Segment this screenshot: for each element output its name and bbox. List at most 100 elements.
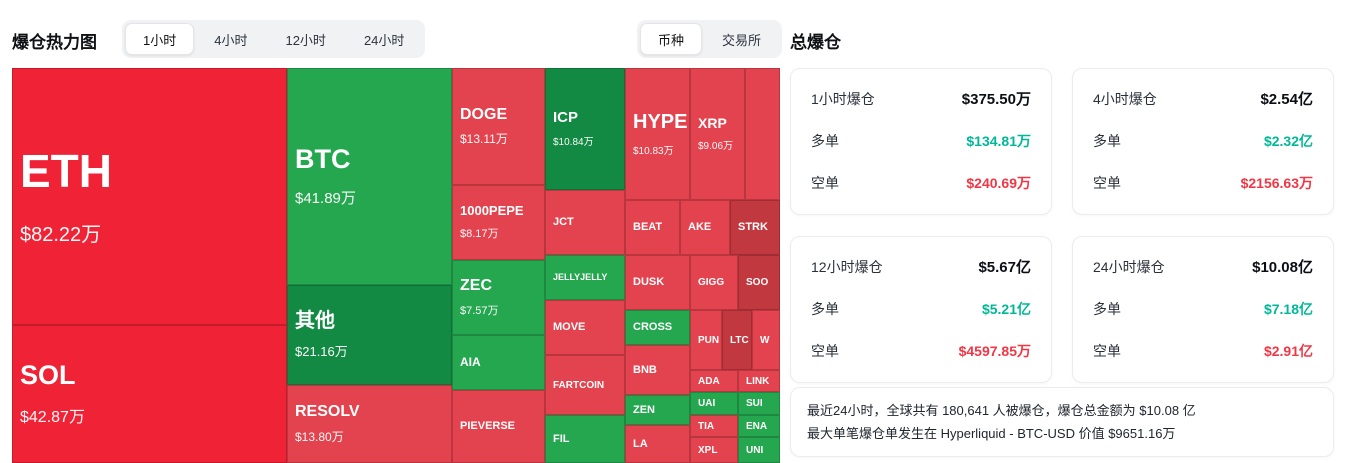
long-value: $2.32亿: [1263, 133, 1313, 149]
treemap-cell-PIEVERSE[interactable]: PIEVERSE: [452, 390, 545, 463]
view-tab-exchange[interactable]: 交易所: [704, 23, 779, 55]
treemap-cell-1000PEPE[interactable]: 1000PEPE $8.17万: [452, 185, 545, 260]
treemap-cell-ZEC[interactable]: ZEC $7.57万: [452, 260, 545, 335]
treemap-cell-SOL[interactable]: SOL $42.87万: [12, 325, 287, 463]
cell-symbol: AIA: [460, 354, 481, 369]
treemap-cell-ICP[interactable]: ICP $10.84万: [545, 68, 625, 190]
cell-symbol: XPL: [698, 444, 718, 456]
cell-symbol: DUSK: [633, 276, 665, 289]
cell-value: $21.16万: [295, 344, 348, 359]
cell-symbol: ZEC: [460, 277, 492, 295]
treemap-cell-HYPE[interactable]: HYPE $10.83万: [625, 68, 690, 200]
cell-symbol: UNI: [746, 444, 764, 456]
treemap-cell-BNB[interactable]: BNB: [625, 345, 690, 395]
stat-card-total: $10.08亿: [1252, 259, 1313, 276]
treemap-cell-FIL[interactable]: FIL: [545, 415, 625, 463]
treemap-cell-ENA[interactable]: ENA: [738, 415, 780, 437]
summary-line-2: 最大单笔爆仓单发生在 Hyperliquid - BTC-USD 价值 $965…: [807, 425, 1176, 441]
treemap-cell-SOO[interactable]: SOO: [738, 255, 780, 310]
treemap-cell-LTC[interactable]: LTC: [722, 310, 752, 370]
cell-symbol: ADA: [698, 375, 720, 387]
treemap-cell-TIA[interactable]: TIA: [690, 415, 738, 437]
cell-symbol: JELLYJELLY: [553, 271, 608, 282]
treemap-cell-UAI[interactable]: UAI: [690, 392, 738, 415]
cell-symbol: TIA: [698, 420, 715, 432]
treemap-cell-AIA[interactable]: AIA: [452, 335, 545, 390]
cell-symbol: BNB: [633, 363, 657, 376]
treemap-cell-W[interactable]: W: [752, 310, 780, 370]
cell-symbol: LA: [633, 437, 648, 450]
cell-symbol: GIGG: [698, 277, 725, 288]
summary-line-1: 最近24小时，全球共有 180,641 人被爆仓，爆仓总金额为 $10.08 亿: [807, 403, 1196, 418]
treemap-cell-STRK[interactable]: STRK: [730, 200, 780, 255]
treemap-cell-PUN[interactable]: PUN: [690, 310, 722, 370]
stat-card-total: $2.54亿: [1260, 91, 1313, 108]
treemap-cell-其他[interactable]: 其他 $21.16万: [287, 285, 452, 385]
cell-symbol: AKE: [688, 221, 712, 234]
cell-symbol: STRK: [738, 221, 768, 234]
stat-card-4h: 4小时爆仓 $2.54亿 多单 $2.32亿 空单 $2156.63万: [1072, 68, 1334, 215]
long-label: 多单: [811, 301, 839, 317]
treemap-cell-BTC[interactable]: BTC $41.89万: [287, 68, 452, 285]
cell-symbol: MOVE: [553, 321, 586, 334]
treemap-cell-MOVE[interactable]: MOVE: [545, 300, 625, 355]
treemap-cell-DOGE[interactable]: DOGE $13.11万: [452, 68, 545, 185]
treemap-cell-BEAT[interactable]: BEAT: [625, 200, 680, 255]
stat-card-title: 4小时爆仓: [1093, 90, 1157, 107]
cell-symbol: LTC: [730, 334, 749, 346]
cell-value: $82.22万: [20, 223, 102, 246]
treemap-cell-ZEN[interactable]: ZEN: [625, 395, 690, 425]
treemap-cell-JCT[interactable]: JCT: [545, 190, 625, 255]
short-value: $2.91亿: [1263, 343, 1313, 359]
treemap-cell-JELLYJELLY[interactable]: JELLYJELLY: [545, 255, 625, 300]
long-label: 多单: [1093, 133, 1121, 149]
cell-value: $8.17万: [460, 227, 499, 240]
cell-symbol: FARTCOIN: [553, 379, 605, 391]
short-label: 空单: [811, 175, 839, 191]
cell-value: $10.84万: [553, 137, 594, 149]
treemap-cell-CROSS[interactable]: CROSS: [625, 310, 690, 345]
treemap-cell-DUSK[interactable]: DUSK: [625, 255, 690, 310]
short-value: $4597.85万: [958, 343, 1031, 359]
cell-symbol: SOL: [20, 360, 76, 391]
treemap-cell-LINK[interactable]: LINK: [738, 370, 780, 392]
treemap-cell-XRP[interactable]: XRP $9.06万: [690, 68, 745, 200]
stat-card-12h: 12小时爆仓 $5.67亿 多单 $5.21亿 空单 $4597.85万: [790, 236, 1052, 383]
treemap-cell-ETH[interactable]: ETH $82.22万: [12, 68, 287, 325]
stat-card-total: $5.67亿: [978, 259, 1031, 276]
cell-symbol: CROSS: [633, 321, 673, 334]
stat-card-grid: 1小时爆仓 $375.50万 多单 $134.81万 空单 $240.69万 4小时爆仓 $2…: [790, 68, 1334, 383]
cell-symbol: ZEN: [633, 403, 655, 416]
time-filter-1h[interactable]: 1小时: [125, 23, 195, 55]
liquidation-treemap: ETH $82.22万 SOL $42.87万 BTC $41.89万 其他 $21.16万 R…: [12, 68, 780, 463]
time-filter-4h[interactable]: 4小时: [196, 23, 265, 55]
treemap-cell-FARTCOIN[interactable]: FARTCOIN: [545, 355, 625, 415]
cell-symbol: SOO: [746, 277, 769, 288]
cell-symbol: UAI: [698, 398, 716, 409]
treemap-cell-GIGG[interactable]: GIGG: [690, 255, 738, 310]
treemap-cell-RESOLV[interactable]: RESOLV $13.80万: [287, 385, 452, 463]
cell-value: $41.89万: [295, 189, 356, 207]
long-value: $5.21亿: [981, 301, 1031, 317]
summary-card: 最近24小时，全球共有 180,641 人被爆仓，爆仓总金额为 $10.08 亿…: [790, 387, 1334, 457]
cell-symbol: LINK: [746, 375, 770, 387]
cell-symbol: 1000PEPE: [460, 203, 524, 219]
treemap-cell-XPL[interactable]: XPL: [690, 437, 738, 463]
view-tab-coin[interactable]: 币种: [640, 23, 703, 55]
time-filter-24h[interactable]: 24小时: [346, 23, 422, 55]
long-value: $134.81万: [966, 133, 1031, 149]
time-filter-group: 1小时 4小时 12小时 24小时: [122, 20, 426, 58]
treemap-cell-SUI[interactable]: SUI: [738, 392, 780, 415]
treemap-cell-ADA[interactable]: ADA: [690, 370, 738, 392]
treemap-cell-UNI[interactable]: UNI: [738, 437, 780, 463]
cell-symbol: ICP: [553, 108, 579, 126]
treemap-cell-AKE[interactable]: AKE: [680, 200, 730, 255]
stat-card-title: 12小时爆仓: [811, 258, 883, 275]
time-filter-12h[interactable]: 12小时: [267, 23, 343, 55]
short-label: 空单: [1093, 343, 1121, 359]
cell-symbol: DOGE: [460, 105, 508, 123]
treemap-cell-LA[interactable]: LA: [625, 425, 690, 463]
treemap-cell-unlabeled[interactable]: [745, 68, 780, 200]
cell-symbol: ENA: [746, 420, 768, 432]
